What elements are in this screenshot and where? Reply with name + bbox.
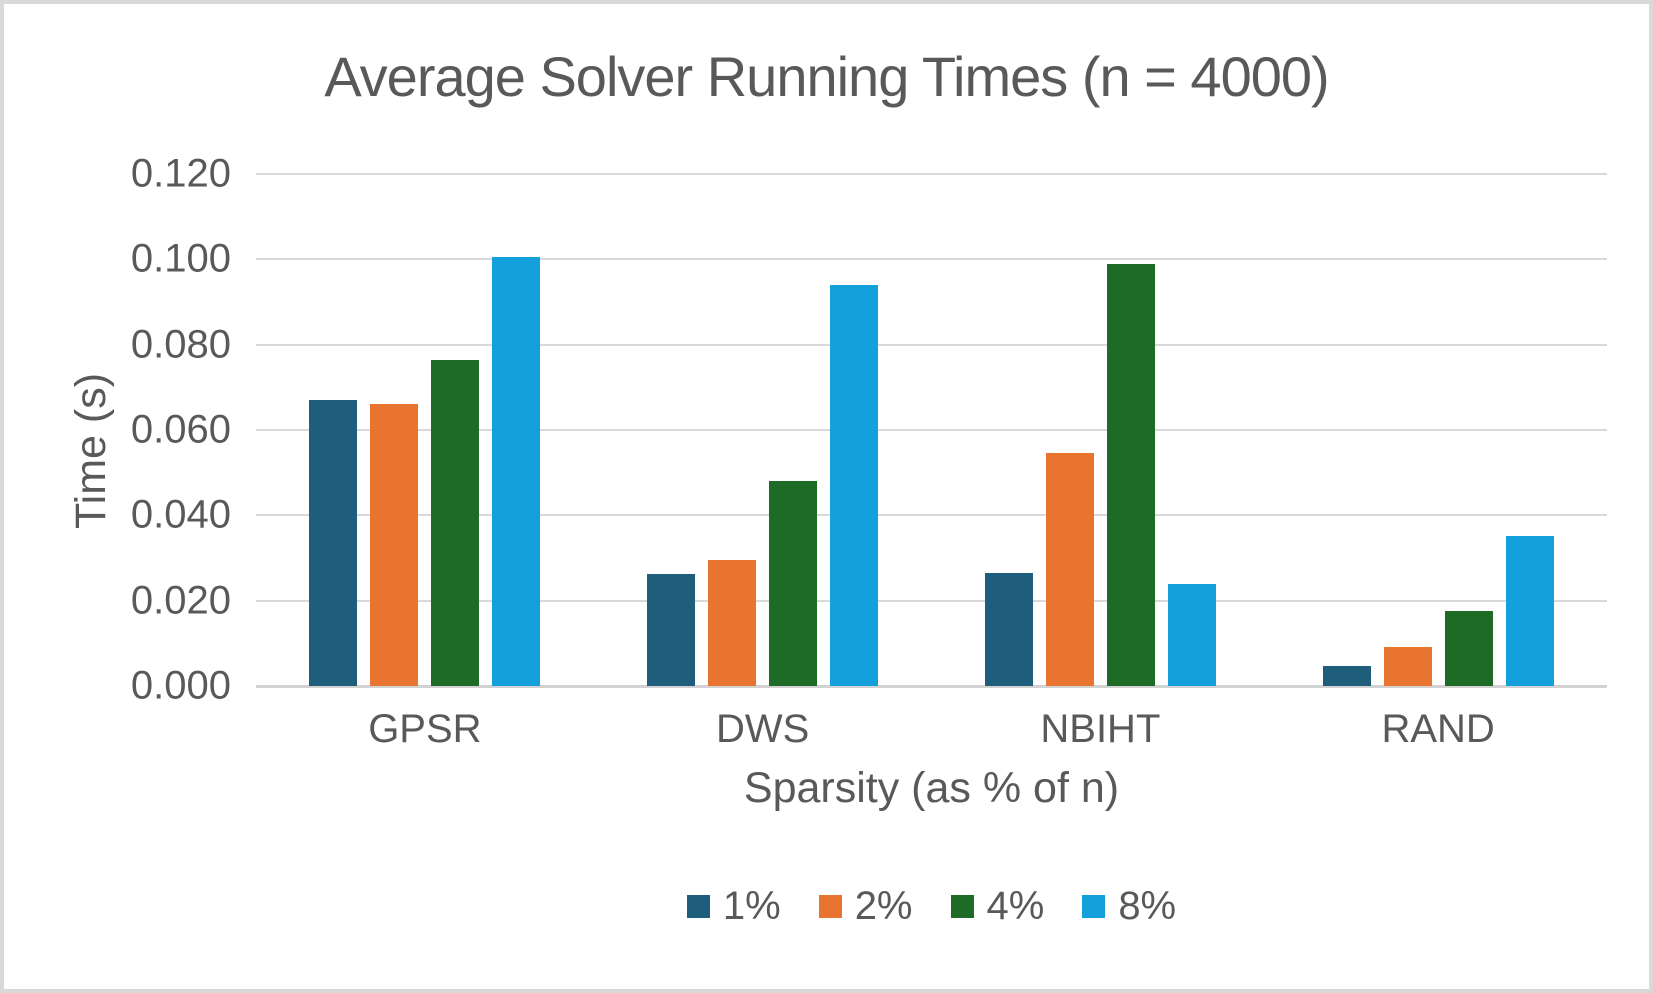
x-category-label-nbiht: NBIHT	[1040, 707, 1161, 751]
bar-rand-8%	[1505, 536, 1554, 686]
bar-nbiht-4%	[1106, 264, 1155, 686]
x-axis-line	[256, 685, 1607, 688]
legend-label: 8%	[1118, 884, 1177, 928]
bar-gpsr-4%	[431, 360, 480, 686]
bar-rand-2%	[1383, 647, 1432, 686]
bar-dws-4%	[769, 481, 818, 686]
bar-nbiht-8%	[1167, 584, 1216, 686]
bar-nbiht-2%	[1045, 453, 1094, 686]
chart-title: Average Solver Running Times (n = 4000)	[324, 45, 1329, 108]
x-axis-category-labels: GPSR DWS NBIHT RAND	[256, 707, 1607, 752]
bar-gpsr-2%	[370, 404, 419, 686]
gridline	[256, 599, 1607, 602]
bar-group-gpsr	[256, 174, 594, 686]
legend-swatch-icon	[686, 895, 710, 918]
gridline	[256, 429, 1607, 431]
bar-nbiht-1%	[984, 573, 1033, 686]
legend-item-4%: 4%	[950, 884, 1045, 929]
gridline	[256, 258, 1607, 261]
y-tick-label: 0.020	[130, 578, 231, 623]
gridline	[256, 514, 1607, 517]
y-tick-label: 0.000	[130, 663, 231, 708]
bar-dws-1%	[647, 574, 696, 686]
legend-swatch-icon	[818, 895, 842, 918]
x-axis-title: Sparsity (as % of n)	[743, 764, 1120, 812]
y-tick-label: 0.120	[130, 151, 231, 196]
x-category-label-gpsr: GPSR	[368, 707, 482, 751]
bar-dws-2%	[708, 560, 757, 686]
legend-item-1%: 1%	[686, 884, 781, 929]
y-tick-label: 0.100	[130, 236, 231, 281]
legend-item-8%: 8%	[1082, 884, 1176, 929]
legend-swatch-icon	[950, 895, 974, 918]
bar-dws-8%	[830, 285, 879, 686]
bar-group-nbiht	[932, 174, 1270, 686]
bar-rand-1%	[1322, 666, 1371, 686]
plot-area	[256, 173, 1607, 688]
legend-item-2%: 2%	[818, 884, 913, 929]
legend-label: 4%	[986, 884, 1045, 928]
gridline	[256, 173, 1607, 175]
y-axis-tick-labels: 0.120 0.100 0.080 0.060 0.040 0.020 0.000	[29, 152, 231, 708]
x-category-label-rand: RAND	[1381, 707, 1495, 751]
bar-gpsr-8%	[492, 257, 541, 686]
bar-rand-4%	[1444, 611, 1493, 686]
y-tick-label: 0.040	[130, 492, 231, 537]
bar-group-rand	[1269, 174, 1607, 686]
gridline	[256, 343, 1607, 346]
y-tick-label: 0.060	[130, 407, 231, 452]
legend-label: 1%	[722, 884, 781, 928]
bar-group-dws	[594, 174, 932, 686]
legend-swatch-icon	[1082, 895, 1106, 918]
bar-gpsr-1%	[309, 400, 358, 686]
legend: 1% 2% 4% 8%	[256, 884, 1607, 929]
x-category-label-dws: DWS	[715, 707, 810, 751]
y-tick-label: 0.080	[130, 322, 231, 367]
legend-label: 2%	[854, 884, 913, 928]
